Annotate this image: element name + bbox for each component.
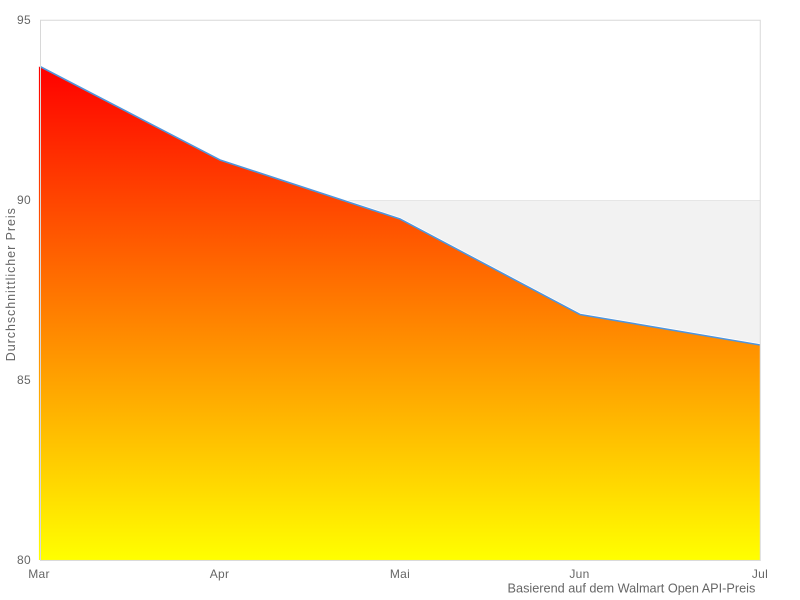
svg-text:Basierend auf dem Walmart Open: Basierend auf dem Walmart Open API-Preis <box>508 582 756 596</box>
svg-text:Mar: Mar <box>28 567 50 581</box>
svg-text:95: 95 <box>17 13 31 27</box>
svg-text:85: 85 <box>17 373 31 387</box>
svg-text:Jul: Jul <box>752 567 768 581</box>
svg-text:90: 90 <box>17 193 31 207</box>
svg-text:80: 80 <box>17 553 31 567</box>
svg-text:Mai: Mai <box>390 567 410 581</box>
svg-text:Durchschnittlicher Preis: Durchschnittlicher Preis <box>4 207 18 361</box>
svg-text:Jun: Jun <box>569 567 589 581</box>
svg-text:Apr: Apr <box>210 567 230 581</box>
